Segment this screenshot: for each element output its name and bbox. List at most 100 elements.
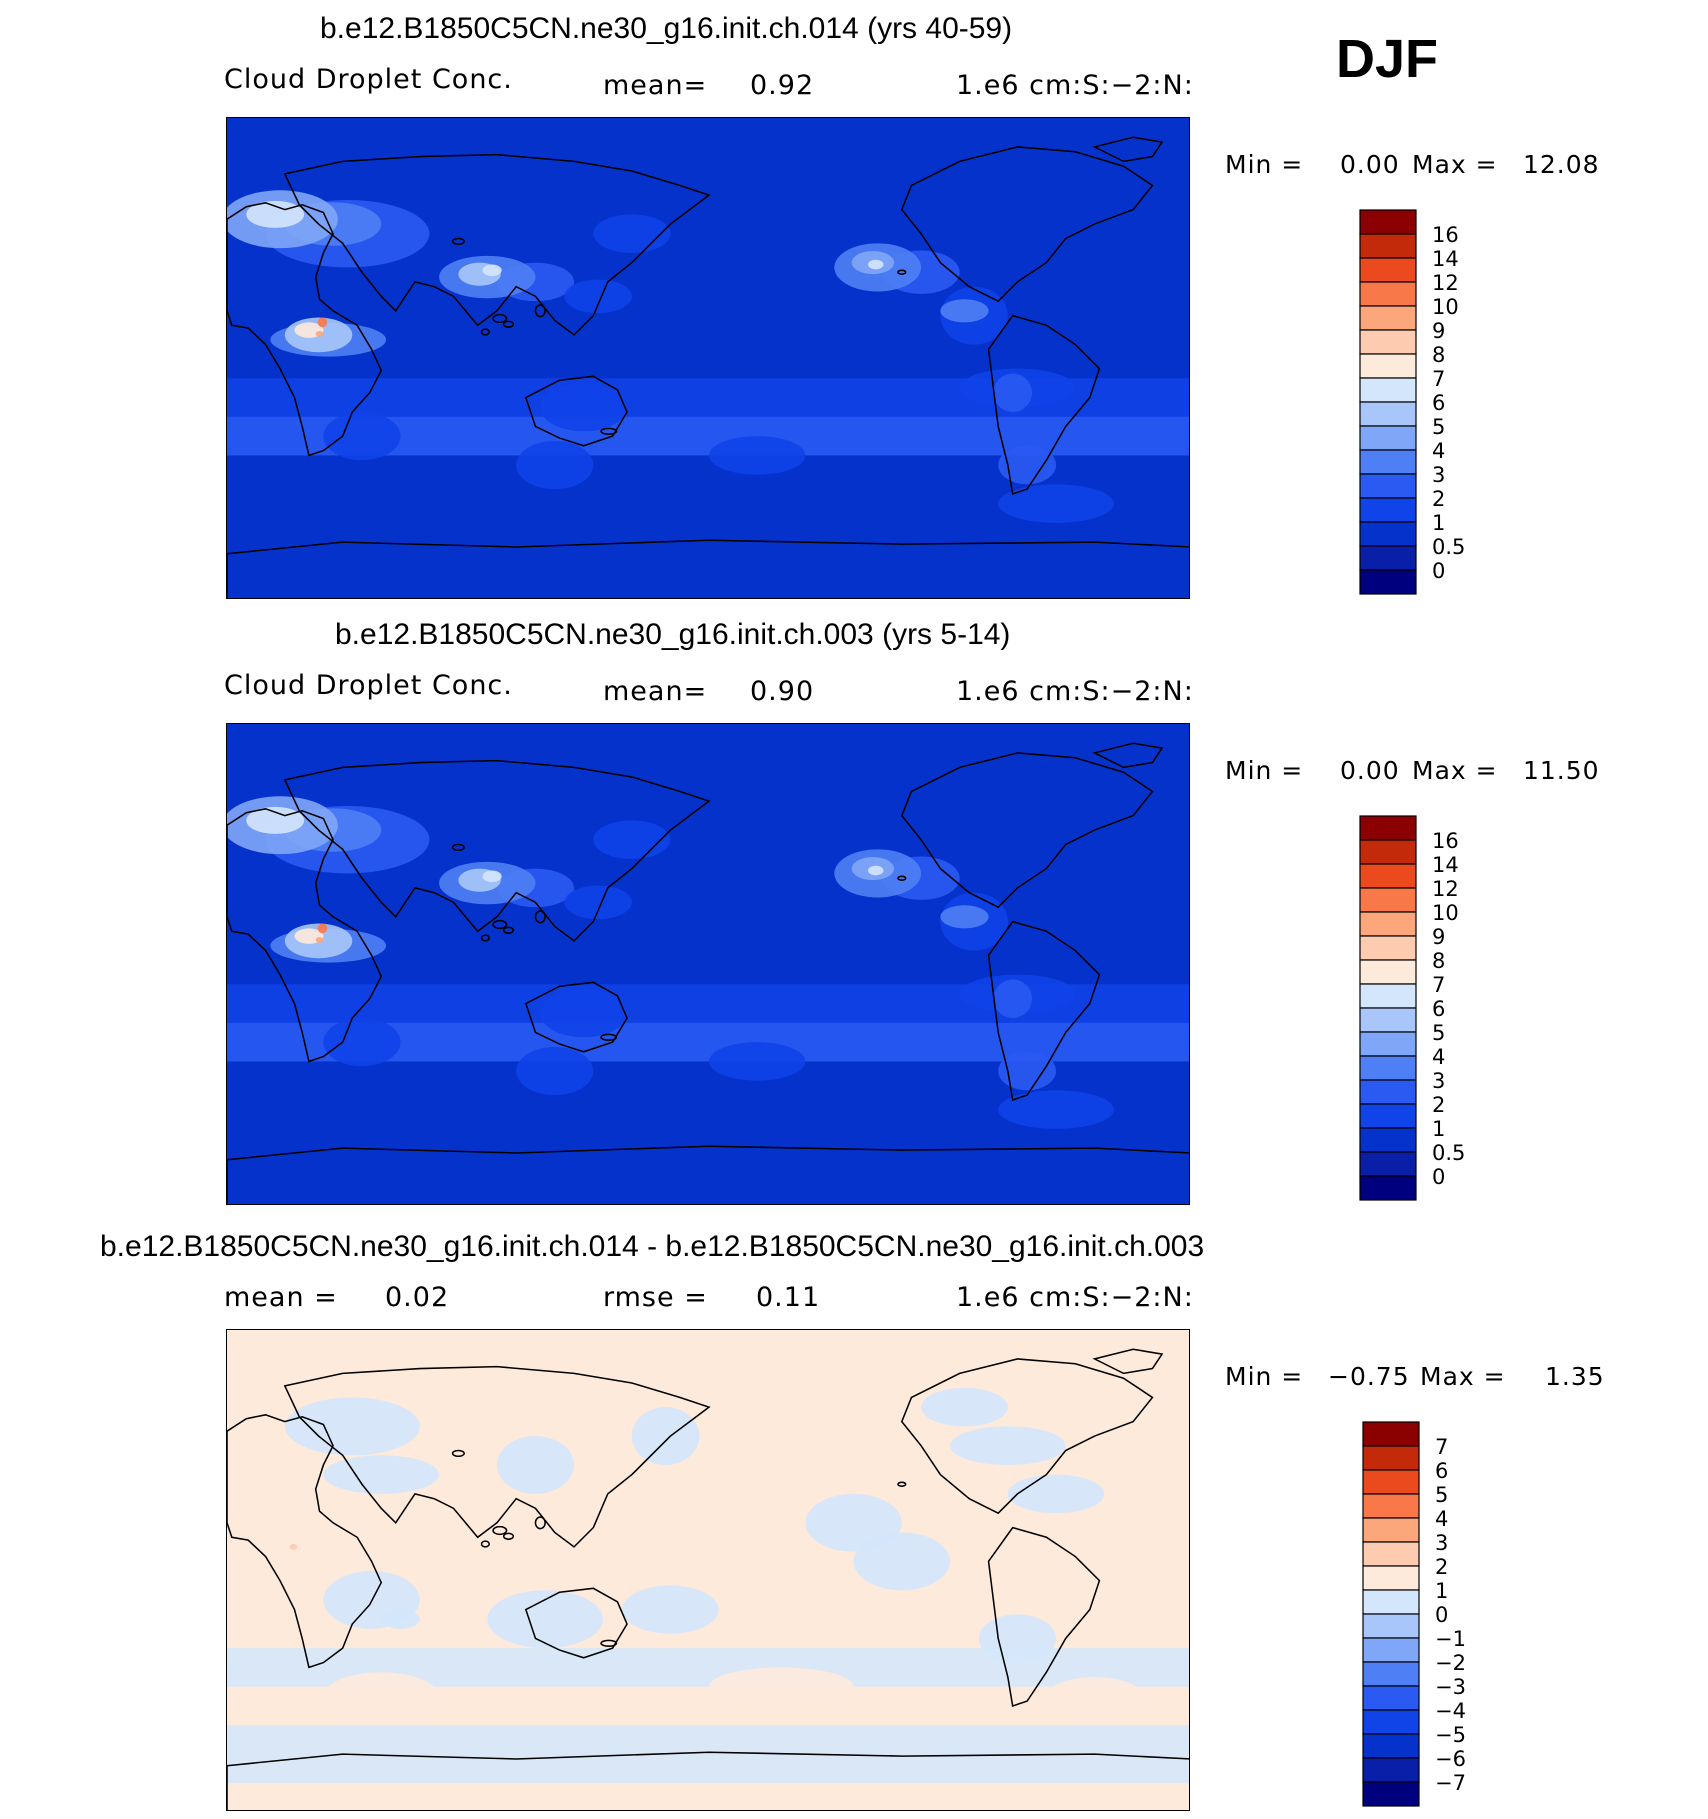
panel3-colorbar-swatch [1362, 1517, 1420, 1543]
panel3-mean-label: mean = [224, 1282, 338, 1313]
panel3-rmse-value: 0.11 [756, 1282, 821, 1313]
panel1-colorbar-swatch [1359, 425, 1417, 451]
panel2-map [226, 723, 1190, 1205]
panel2-colorbar-swatch [1359, 839, 1417, 865]
panel1-colorbar-tick-label: 0 [1432, 559, 1445, 583]
panel2-colorbar-tick-label: 2 [1432, 1093, 1445, 1117]
panel3-max-label: Max = [1420, 1362, 1506, 1391]
panel3-mean-value: 0.02 [385, 1282, 450, 1313]
panel3-colorbar-tick-label: 4 [1435, 1507, 1448, 1531]
panel1-units: 1.e6 cm:S:−2:N: [956, 70, 1194, 101]
panel1-colorbar-swatch [1359, 281, 1417, 307]
panel1-colorbar-swatch [1359, 473, 1417, 499]
panel2-colorbar-tick-label: 16 [1432, 829, 1459, 853]
panel3-colorbar-swatch [1362, 1685, 1420, 1711]
panel1-colorbar-tick-label: 7 [1432, 367, 1445, 391]
panel3-colorbar-tick-label: 6 [1435, 1459, 1448, 1483]
panel2-max-label: Max = [1412, 756, 1498, 785]
panel1-colorbar-swatch [1359, 545, 1417, 571]
panel2-mean-label: mean= [603, 676, 708, 707]
panel2-colorbar-swatch [1359, 887, 1417, 913]
panel1-colorbar-swatch [1359, 353, 1417, 379]
panel3-map [226, 1329, 1190, 1811]
panel1-colorbar-swatch [1359, 521, 1417, 547]
panel3-min-label: Min = [1225, 1362, 1304, 1391]
panel3-colorbar-swatch [1362, 1757, 1420, 1783]
panel2-colorbar-swatch [1359, 1055, 1417, 1081]
panel3-colorbar-swatch [1362, 1565, 1420, 1591]
panel1-colorbar-tick-label: 5 [1432, 415, 1445, 439]
panel3-colorbar-swatch [1362, 1469, 1420, 1495]
panel1-mean-value: 0.92 [750, 70, 815, 101]
panel2-colorbar-swatch [1359, 1007, 1417, 1033]
panel1-min-value: 0.00 [1340, 150, 1400, 179]
panel2-colorbar-tick-label: 1 [1432, 1117, 1445, 1141]
panel2-units: 1.e6 cm:S:−2:N: [956, 676, 1194, 707]
panel3-colorbar-swatch [1362, 1421, 1420, 1447]
panel2-colorbar-swatch [1359, 911, 1417, 937]
panel3-units: 1.e6 cm:S:−2:N: [956, 1282, 1194, 1313]
panel3-colorbar-tick-label: −2 [1435, 1651, 1466, 1675]
panel2-colorbar-tick-label: 10 [1432, 901, 1459, 925]
panel1-colorbar-swatch [1359, 449, 1417, 475]
panel2-colorbar-tick-label: 0.5 [1432, 1141, 1465, 1165]
panel2-colorbar: 16 14 12 10 9 8 7 6 5 4 3 2 1 0.5 0 [1359, 815, 1490, 1204]
panel2-colorbar-swatch [1359, 935, 1417, 961]
panel3-colorbar-tick-label: 5 [1435, 1483, 1448, 1507]
panel1-max-value: 12.08 [1523, 150, 1600, 179]
panel2-max-value: 11.50 [1523, 756, 1600, 785]
panel3-colorbar-tick-label: 0 [1435, 1603, 1448, 1627]
panel1-colorbar-swatch [1359, 401, 1417, 427]
panel3-colorbar-tick-label: −7 [1435, 1771, 1466, 1795]
panel1-colorbar: 16 14 12 10 9 8 7 6 5 4 3 2 1 0.5 0 [1359, 209, 1490, 598]
panel3-colorbar-swatch [1362, 1637, 1420, 1663]
panel3-colorbar-swatch [1362, 1709, 1420, 1735]
panel2-colorbar-tick-label: 9 [1432, 925, 1445, 949]
panel2-colorbar-tick-label: 4 [1432, 1045, 1445, 1069]
panel1-colorbar-tick-label: 2 [1432, 487, 1445, 511]
panel2-title: b.e12.B1850C5CN.ne30_g16.init.ch.003 (yr… [335, 618, 1011, 651]
panel2-colorbar-tick-label: 7 [1432, 973, 1445, 997]
panel2-colorbar-tick-label: 8 [1432, 949, 1445, 973]
panel2-min-value: 0.00 [1340, 756, 1400, 785]
panel3-max-value: 1.35 [1545, 1362, 1605, 1391]
panel2-colorbar-tick-label: 12 [1432, 877, 1459, 901]
panel2-colorbar-swatch [1359, 1079, 1417, 1105]
panel3-colorbar-tick-label: 3 [1435, 1531, 1448, 1555]
panel2-colorbar-swatch [1359, 1127, 1417, 1153]
panel3-colorbar-tick-label: 1 [1435, 1579, 1448, 1603]
panel3-colorbar-swatch [1362, 1661, 1420, 1687]
panel3-colorbar-tick-label: 2 [1435, 1555, 1448, 1579]
panel1-field-label: Cloud Droplet Conc. [224, 64, 513, 95]
panel1-colorbar-tick-label: 4 [1432, 439, 1445, 463]
panel1-colorbar-swatch [1359, 209, 1417, 235]
panel3-min-value: −0.75 [1328, 1362, 1410, 1391]
panel1-mean-label: mean= [603, 70, 708, 101]
panel3-colorbar-swatch [1362, 1781, 1420, 1807]
panel1-colorbar-tick-label: 10 [1432, 295, 1459, 319]
panel1-min-label: Min = [1225, 150, 1304, 179]
panel1-map [226, 117, 1190, 599]
panel3-colorbar-tick-label: −4 [1435, 1699, 1466, 1723]
panel2-colorbar-tick-label: 14 [1432, 853, 1459, 877]
season-label: DJF [1336, 29, 1439, 89]
panel3-title: b.e12.B1850C5CN.ne30_g16.init.ch.014 - b… [100, 1230, 1205, 1263]
panel3-colorbar-swatch [1362, 1445, 1420, 1471]
panel2-colorbar-swatch [1359, 815, 1417, 841]
panel1-colorbar-swatch [1359, 233, 1417, 259]
panel3-colorbar-tick-label: 7 [1435, 1435, 1448, 1459]
panel1-title: b.e12.B1850C5CN.ne30_g16.init.ch.014 (yr… [320, 12, 1013, 45]
panel3-colorbar-swatch [1362, 1541, 1420, 1567]
panel2-colorbar-swatch [1359, 1103, 1417, 1129]
panel2-colorbar-tick-label: 0 [1432, 1165, 1445, 1189]
panel2-colorbar-swatch [1359, 1175, 1417, 1201]
panel2-colorbar-swatch [1359, 863, 1417, 889]
panel1-colorbar-tick-label: 12 [1432, 271, 1459, 295]
panel3-colorbar-swatch [1362, 1589, 1420, 1615]
panel1-colorbar-tick-label: 0.5 [1432, 535, 1465, 559]
panel1-colorbar-swatch [1359, 329, 1417, 355]
panel1-colorbar-tick-label: 16 [1432, 223, 1459, 247]
